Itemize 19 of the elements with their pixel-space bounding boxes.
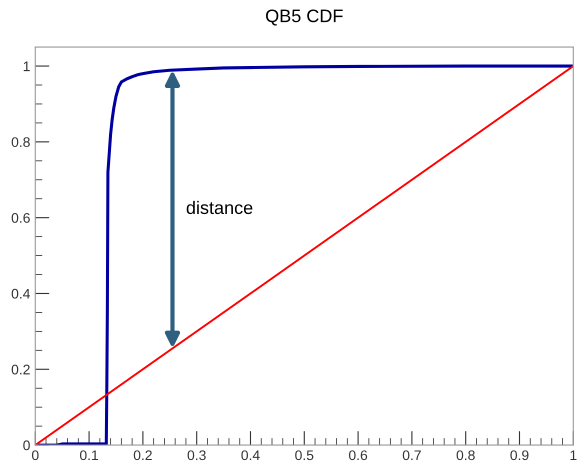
x-tick-label: 0.3 [188, 450, 206, 460]
x-tick-label: 0.8 [456, 450, 475, 460]
y-tick-label: 0.8 [12, 137, 30, 148]
x-tick-label: 0 [32, 450, 39, 460]
y-tick-label: 1 [24, 62, 30, 72]
chart-title: QB5 CDF [266, 9, 343, 26]
x-tick-label: 0.9 [510, 450, 528, 460]
x-tick-label: 0.5 [295, 450, 314, 460]
x-tick-label: 0.6 [348, 450, 368, 460]
x-tick-label: 1 [570, 450, 576, 460]
annotation: distance [186, 200, 252, 214]
y-tick-label: 0.2 [12, 364, 30, 374]
x-tick-label: 0.4 [241, 450, 260, 460]
y-tick-label: 0.6 [12, 213, 30, 223]
y-tick-label: 0.4 [12, 288, 30, 299]
y-tick-label: 0 [23, 440, 30, 450]
x-tick-label: 0.7 [402, 450, 421, 460]
x-tick-label: 0.2 [134, 450, 152, 460]
x-tick-label: 0.1 [80, 450, 98, 460]
